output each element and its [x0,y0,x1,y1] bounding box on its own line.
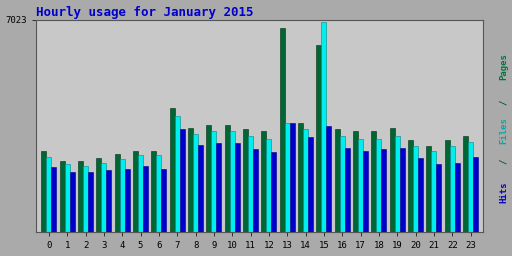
Bar [161,169,166,232]
Bar [390,128,395,232]
Bar [445,140,450,232]
Bar [188,128,193,232]
Bar [280,28,285,232]
Bar [120,159,125,232]
Bar [206,125,211,232]
Bar [243,130,248,232]
Bar [455,163,460,232]
Bar [225,125,230,232]
Bar [234,143,240,232]
Bar [473,157,478,232]
Bar [436,164,441,232]
Bar [303,130,308,232]
Bar [335,130,340,232]
Bar [198,145,203,232]
Bar [96,158,101,232]
Bar [211,131,217,232]
Bar [322,22,326,232]
Bar [271,152,276,232]
Bar [413,146,418,232]
Bar [262,131,266,232]
Text: Files: Files [499,117,508,144]
Bar [70,172,75,232]
Bar [217,143,221,232]
Bar [463,135,468,232]
Bar [47,157,51,232]
Bar [106,170,111,232]
Bar [353,131,358,232]
Bar [395,135,400,232]
Bar [60,161,65,232]
Bar [115,154,120,232]
Bar [253,149,258,232]
Bar [180,130,185,232]
Bar [285,123,290,232]
Text: Hits: Hits [499,181,508,203]
Bar [193,134,198,232]
Bar [88,172,93,232]
Bar [298,123,303,232]
Bar [372,131,376,232]
Bar [426,146,432,232]
Bar [308,137,313,232]
Bar [326,126,331,232]
Bar [418,158,423,232]
Bar [316,45,322,232]
Text: Hourly usage for January 2015: Hourly usage for January 2015 [36,6,253,18]
Bar [345,148,350,232]
Bar [266,138,271,232]
Bar [363,151,368,232]
Bar [125,169,130,232]
Text: Pages: Pages [499,53,508,80]
Bar [432,151,436,232]
Bar [133,151,138,232]
Text: /: / [499,100,508,105]
Bar [230,131,234,232]
Bar [101,163,106,232]
Bar [450,146,455,232]
Bar [170,108,175,232]
Bar [381,149,387,232]
Bar [175,116,180,232]
Bar [51,167,56,232]
Bar [408,140,413,232]
Bar [290,123,295,232]
Bar [78,161,83,232]
Bar [152,151,157,232]
Bar [83,166,88,232]
Bar [138,155,143,232]
Bar [358,138,363,232]
Bar [65,164,70,232]
Bar [143,166,148,232]
Bar [157,155,161,232]
Bar [400,148,404,232]
Text: /: / [499,159,508,164]
Bar [340,135,345,232]
Bar [248,135,253,232]
Bar [468,142,473,232]
Bar [41,151,47,232]
Bar [376,138,381,232]
